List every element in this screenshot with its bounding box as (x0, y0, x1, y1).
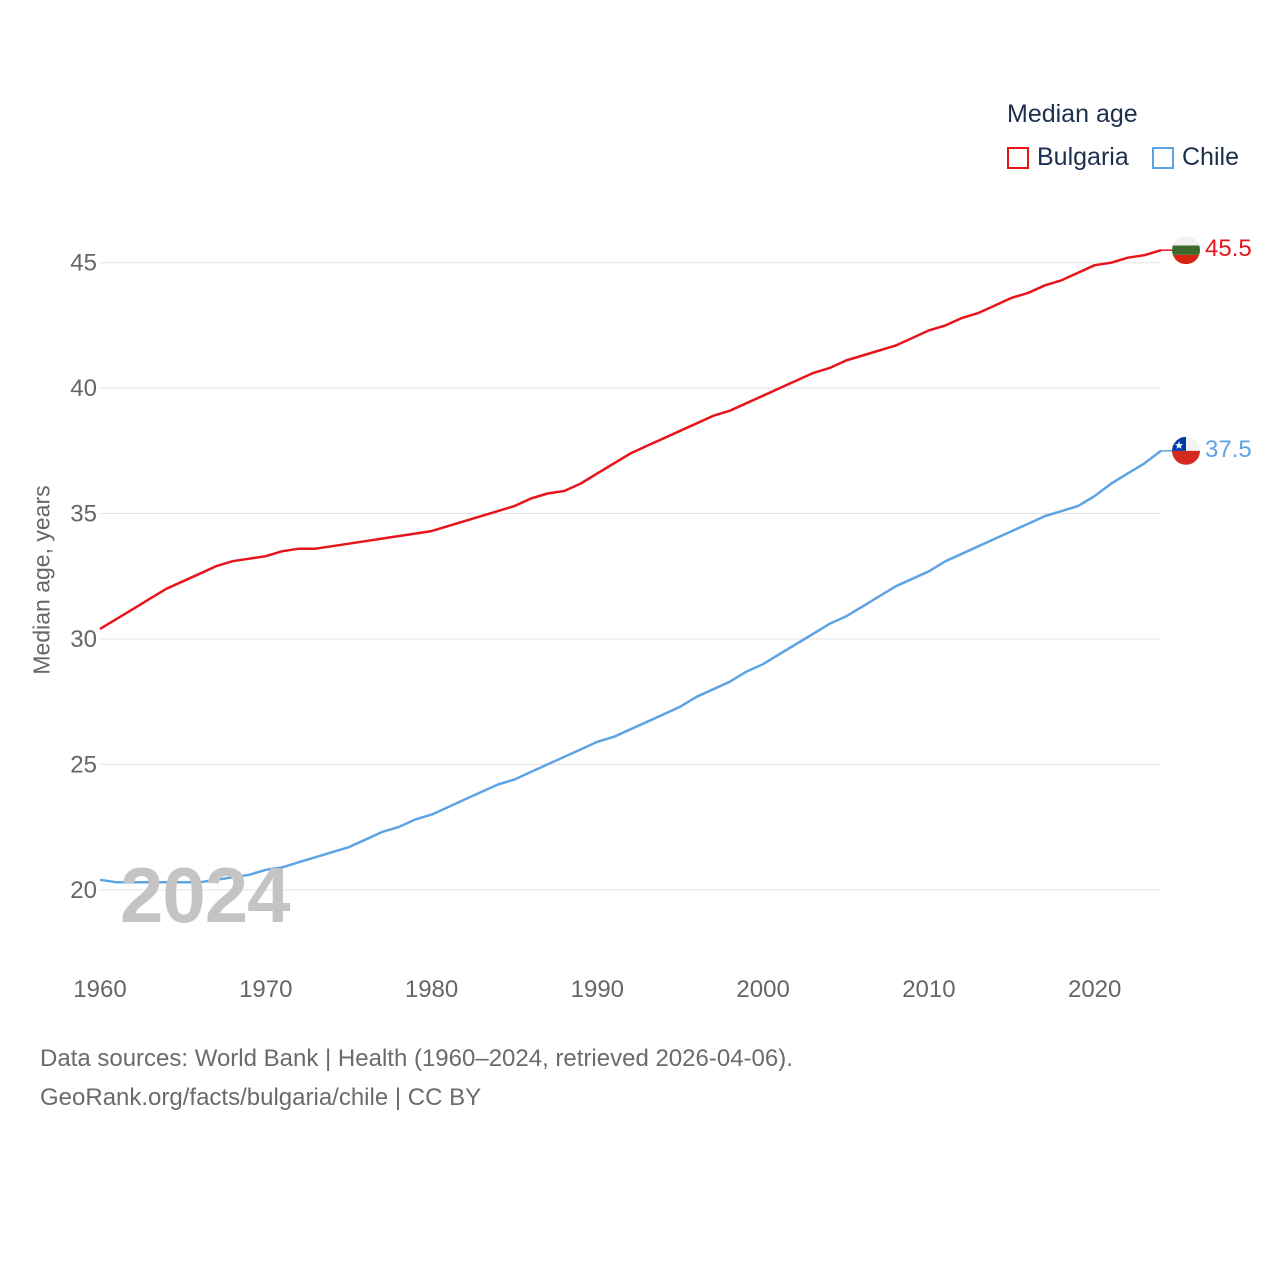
source-text: Data sources: World Bank | Health (1960–… (40, 1045, 793, 1072)
legend-label-bulgaria: Bulgaria (1037, 143, 1129, 171)
x-axis-ticks: 1960 1970 1980 1990 2000 2010 2020 (73, 976, 1121, 1003)
x-tick-label: 1980 (405, 976, 458, 1003)
y-tick-label: 35 (70, 501, 97, 528)
legend-item-bulgaria[interactable]: Bulgaria (1007, 143, 1129, 172)
x-tick-label: 1970 (239, 976, 292, 1003)
end-value-label-chile: 37.5 (1205, 435, 1252, 463)
legend-title: Median age (1007, 100, 1138, 128)
credit-link[interactable]: GeoRank.org/facts/bulgaria/chile | CC BY (40, 1084, 482, 1111)
series-line-bulgaria[interactable] (99, 249, 1162, 630)
x-tick-label: 2010 (902, 976, 955, 1003)
bulgaria-flag-icon (1172, 236, 1200, 265)
x-tick-label: 1960 (73, 976, 126, 1003)
series-flags: ★ (1172, 236, 1200, 465)
grid-lines (100, 262, 1161, 891)
y-tick-label: 20 (70, 877, 97, 904)
y-tick-label: 30 (70, 626, 97, 653)
legend-swatch-chile (1152, 146, 1174, 169)
svg-text:★: ★ (1174, 439, 1184, 452)
y-tick-label: 25 (70, 751, 97, 778)
x-tick-label: 1990 (571, 976, 624, 1003)
chile-flag-icon: ★ (1172, 436, 1200, 465)
x-tick-label: 2000 (736, 976, 789, 1003)
series-line-chile[interactable] (99, 449, 1162, 884)
y-axis-ticks: 20 25 30 35 40 45 (70, 250, 97, 904)
x-tick-label: 2020 (1068, 976, 1121, 1003)
legend-label-chile: Chile (1182, 143, 1239, 171)
y-tick-label: 45 (70, 250, 97, 277)
legend-item-chile[interactable]: Chile (1152, 143, 1239, 172)
series-lines (99, 249, 1172, 884)
end-value-label-bulgaria: 45.5 (1205, 235, 1252, 263)
y-tick-label: 40 (70, 375, 97, 402)
legend-swatch-bulgaria (1007, 146, 1029, 169)
year-watermark: 2024 (120, 851, 291, 939)
y-axis-label: Median age, years (28, 485, 55, 675)
